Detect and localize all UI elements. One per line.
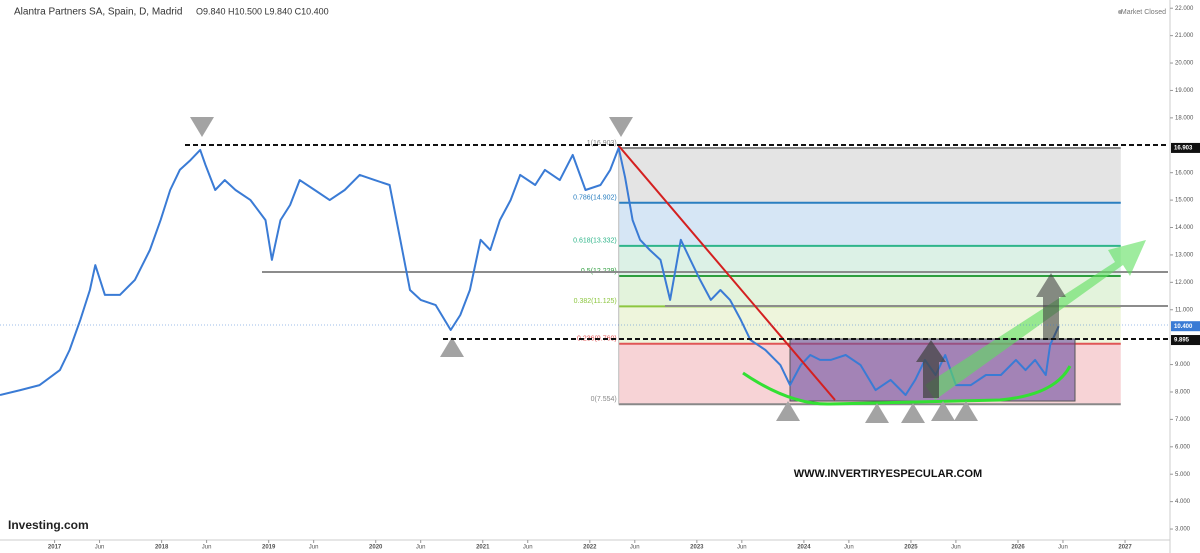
y-tick-label: 16.000 [1175,170,1194,176]
fib-label: 0.786(14.902) [573,195,617,202]
x-tick-label: Jun [1058,545,1068,551]
y-tick-label: 7.000 [1175,417,1191,423]
x-tick-label: Jun [737,545,747,551]
x-tick-label: 2018 [155,545,169,551]
curve [742,365,1072,406]
plot [0,146,1060,396]
x-tick-label: 2024 [797,545,811,551]
y-tick-label: 12.000 [1175,280,1194,286]
x-tick-label: 2021 [476,545,490,551]
triangle [440,337,464,357]
chart-title: Alantra Partners SA, Spain, D, Madrid [14,7,182,18]
x-tick-label: Jun [416,545,426,551]
y-tick-label: 13.000 [1175,253,1194,259]
y-tick-label: 15.000 [1175,198,1194,204]
watermark: WWW.INVERTIRYESPECULAR.COM [794,468,982,480]
x-tick-label: Jun [951,545,961,551]
x-axis-bg [0,540,1200,553]
fib-band [618,147,1121,203]
triangle [190,117,214,137]
drawings [0,117,1168,423]
x-tick-label: 2025 [904,545,918,551]
fib-band [618,276,1121,307]
x-tick-label: 2017 [48,545,62,551]
x-tick-label: Jun [523,545,533,551]
triangle [954,401,978,421]
ohlc: O9.840 H10.500 L9.840 C10.400 [196,6,329,16]
price-line [0,146,1060,396]
x-tick-label: Jun [630,545,640,551]
y-tick-label: 9.000 [1175,362,1191,368]
y-tick-label: 8.000 [1175,390,1191,396]
y-tick-label: 22.000 [1175,6,1194,12]
x-tick-label: 2027 [1118,545,1132,551]
price-label: 16.903 [1174,146,1193,152]
arrow [925,240,1146,400]
y-tick-label: 3.000 [1175,527,1191,533]
price-label-box [1171,321,1200,332]
price-label: 10.400 [1174,324,1193,330]
x-tick-label: 2019 [262,545,276,551]
x-tick-label: 2022 [583,545,597,551]
x-tick-label: Jun [309,545,319,551]
x-tick-label: 2023 [690,545,704,551]
triangle [865,403,889,423]
price-label: 9.895 [1174,338,1190,344]
y-tick-label: 20.000 [1175,61,1194,67]
y-tick-label: 4.000 [1175,499,1191,505]
fib-label: 0(7.554) [591,396,617,403]
trend-line [617,144,836,401]
triangle [609,117,633,137]
y-tick-label: 18.000 [1175,115,1194,121]
source: Investing.com [8,518,89,532]
triangle [931,401,955,421]
x-tick-label: 2026 [1011,545,1025,551]
y-tick-label: 19.000 [1175,88,1194,94]
y-tick-label: 6.000 [1175,444,1191,450]
triangle [901,403,925,423]
x-tick-label: Jun [202,545,212,551]
y-tick-label: 14.000 [1175,225,1194,231]
fib-label: 0.382(11.125) [574,298,617,305]
status-dot [1118,10,1122,14]
x-tick-label: Jun [95,545,105,551]
status: Market Closed [1121,9,1166,16]
axes: 3.000 4.000 5.000 6.000 7.000 8.000 9.000 11.00… [48,6,1200,551]
y-tick-label: 21.000 [1175,33,1194,39]
triangle [776,401,800,421]
arrow [916,340,946,398]
fib-band [618,202,1121,246]
markers [190,117,978,423]
price-label-box [1171,142,1200,153]
y-tick-label: 5.000 [1175,472,1191,478]
price-label-box [1171,335,1200,346]
x-tick-label: 2020 [369,545,383,551]
x-tick-label: Jun [844,545,854,551]
fib-label: 1(16.903) [587,140,617,147]
fib-label: 0.618(13.332) [573,238,617,245]
arrow [1036,273,1066,340]
y-tick-label: 11.000 [1175,307,1194,313]
